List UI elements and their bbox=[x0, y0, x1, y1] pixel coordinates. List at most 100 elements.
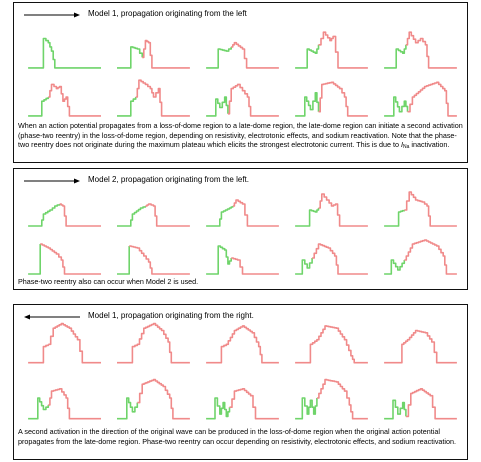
trace-segment-pink bbox=[231, 41, 279, 69]
trace-segment-green bbox=[206, 46, 232, 69]
panel-title: Model 1, propagation originating from th… bbox=[88, 9, 247, 18]
trace-segment-pink bbox=[405, 388, 457, 420]
trace-segment-green bbox=[295, 208, 320, 227]
direction-arrow bbox=[22, 312, 82, 322]
action-potential-trace bbox=[117, 79, 190, 117]
trace-segment-pink bbox=[137, 378, 190, 420]
trace-segment-green bbox=[295, 44, 320, 69]
action-potential-trace bbox=[206, 41, 279, 69]
trace-segment-pink bbox=[312, 243, 368, 275]
trace-segment-pink bbox=[231, 257, 279, 275]
trace-segment-pink bbox=[145, 203, 190, 227]
action-potential-trace bbox=[28, 388, 101, 420]
trace-segment-pink bbox=[318, 81, 368, 117]
action-potential-trace bbox=[384, 31, 457, 69]
trace-segment-pink bbox=[48, 322, 101, 364]
action-potential-trace bbox=[384, 81, 457, 117]
action-potential-trace bbox=[206, 245, 279, 275]
panel-caption: When an action potential propagates from… bbox=[18, 121, 463, 151]
arrow-right-icon bbox=[24, 178, 80, 184]
action-potential-trace bbox=[206, 199, 279, 227]
trace-segment-pink bbox=[129, 245, 190, 275]
trace-segment-green bbox=[28, 97, 50, 117]
action-potential-trace bbox=[295, 325, 368, 364]
action-potential-trace bbox=[28, 322, 101, 364]
trace-segment-green bbox=[28, 397, 50, 420]
trace-segment-pink bbox=[135, 79, 190, 117]
trace-segment-green bbox=[384, 209, 406, 227]
action-potential-trace bbox=[295, 243, 368, 275]
trace-segment-pink bbox=[404, 239, 457, 275]
panel-title: Model 1, propagation originating from th… bbox=[88, 311, 254, 320]
action-potential-trace bbox=[295, 378, 368, 420]
trace-segment-pink bbox=[142, 39, 190, 69]
action-potential-trace bbox=[384, 191, 457, 227]
trace-segment-green bbox=[28, 204, 61, 227]
action-potential-trace bbox=[117, 203, 190, 227]
trace-segment-pink bbox=[316, 378, 368, 420]
action-potential-trace bbox=[206, 83, 279, 117]
trace-segment-pink bbox=[384, 329, 457, 364]
direction-arrow bbox=[22, 10, 82, 20]
trace-segment-green bbox=[206, 245, 232, 275]
trace-segment-pink bbox=[40, 243, 101, 275]
trace-segment-green bbox=[206, 96, 229, 117]
trace-segment-pink bbox=[232, 199, 279, 227]
action-potential-trace bbox=[384, 239, 457, 275]
trace-segment-pink bbox=[405, 31, 457, 69]
action-potential-trace bbox=[206, 388, 279, 420]
action-potential-trace bbox=[295, 81, 368, 117]
trace-segment-pink bbox=[48, 388, 101, 420]
arrow-right-icon bbox=[24, 12, 80, 18]
panel-title: Model 2, propagation originating from th… bbox=[88, 175, 249, 184]
trace-segment-green bbox=[295, 258, 313, 275]
panel-model2-left: Model 2, propagation originating from th… bbox=[13, 168, 468, 290]
arrow-left-icon bbox=[24, 314, 80, 320]
trace-segment-green bbox=[295, 92, 320, 117]
trace-segment-green bbox=[117, 46, 143, 69]
trace-segment-green bbox=[384, 399, 407, 420]
action-potential-trace bbox=[384, 388, 457, 420]
trace-segment-green bbox=[117, 246, 130, 275]
trace-segment-pink bbox=[404, 191, 457, 227]
action-potential-trace bbox=[206, 325, 279, 364]
trace-grid bbox=[28, 31, 457, 117]
direction-arrow bbox=[22, 176, 82, 186]
trace-segment-pink bbox=[28, 344, 50, 364]
action-potential-trace bbox=[117, 39, 190, 69]
action-potential-trace bbox=[295, 31, 368, 69]
trace-segment-pink bbox=[229, 388, 279, 420]
trace-segment-green bbox=[28, 244, 41, 275]
action-potential-trace bbox=[28, 203, 101, 227]
trace-segment-pink bbox=[295, 325, 368, 364]
trace-segment-pink bbox=[117, 322, 190, 364]
panel-model1-left: Model 1, propagation originating from th… bbox=[13, 2, 468, 163]
trace-segment-green bbox=[117, 397, 139, 420]
trace-segment-green bbox=[295, 397, 318, 420]
action-potential-trace bbox=[295, 193, 368, 227]
action-potential-trace bbox=[384, 329, 457, 364]
trace-grid bbox=[28, 322, 457, 420]
trace-segment-pink bbox=[206, 325, 279, 364]
trace-segment-pink bbox=[318, 31, 368, 69]
trace-segment-green bbox=[28, 37, 101, 69]
trace-segment-green bbox=[384, 259, 406, 275]
action-potential-trace bbox=[28, 83, 101, 117]
trace-segment-pink bbox=[59, 203, 101, 227]
trace-segment-green bbox=[384, 44, 407, 69]
panel-model1-right: Model 1, propagation originating from th… bbox=[13, 304, 468, 460]
trace-segment-green bbox=[117, 97, 137, 117]
trace-segment-pink bbox=[407, 81, 457, 117]
trace-segment-pink bbox=[48, 83, 101, 117]
action-potential-trace bbox=[117, 378, 190, 420]
panel-caption: A second activation in the direction of … bbox=[18, 427, 457, 446]
trace-segment-green bbox=[384, 96, 409, 117]
action-potential-trace bbox=[117, 322, 190, 364]
trace-segment-green bbox=[206, 397, 231, 420]
trace-grid bbox=[28, 191, 457, 275]
action-potential-trace bbox=[117, 245, 190, 275]
action-potential-trace bbox=[28, 37, 101, 69]
trace-segment-green bbox=[206, 206, 234, 227]
trace-segment-pink bbox=[318, 193, 368, 227]
trace-segment-pink bbox=[227, 83, 279, 117]
